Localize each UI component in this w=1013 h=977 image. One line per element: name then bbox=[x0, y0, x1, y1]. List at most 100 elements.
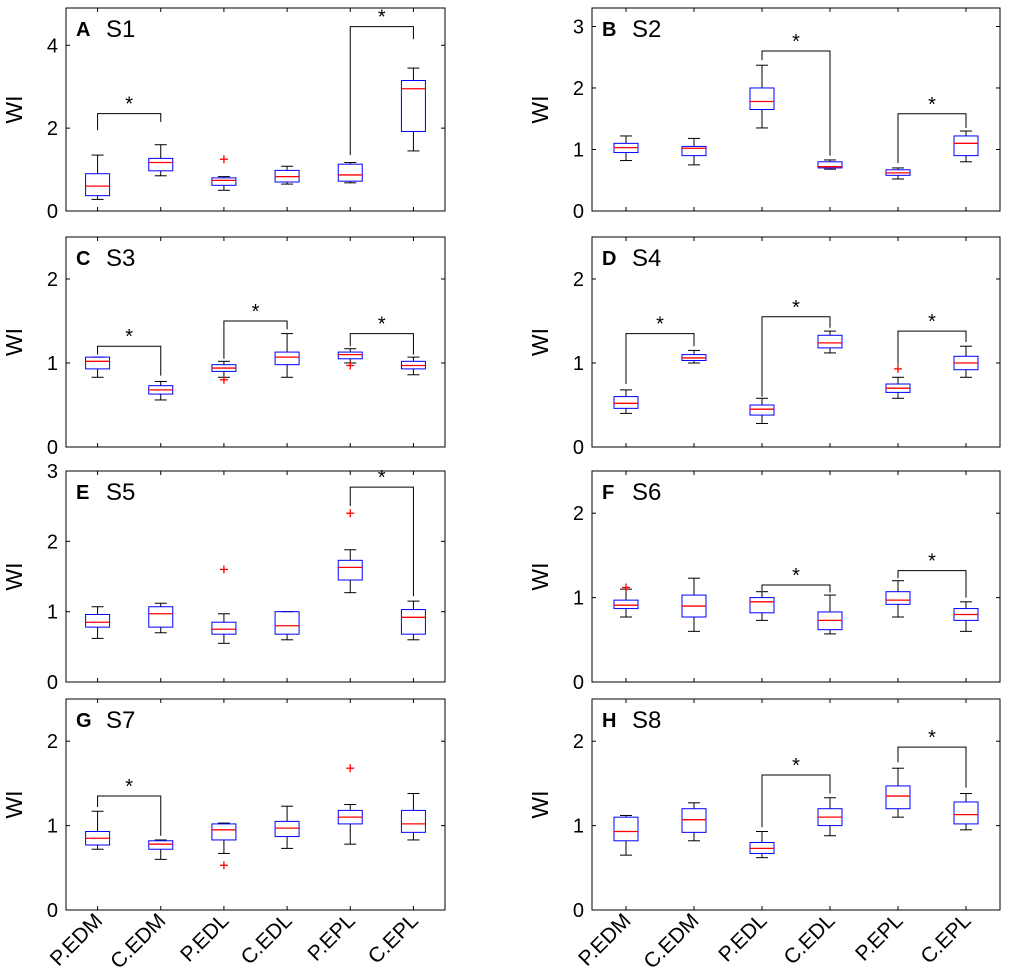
significance-bracket: * bbox=[761, 297, 831, 397]
bracket-line bbox=[349, 333, 414, 355]
iqr-box bbox=[274, 351, 300, 366]
x-tick-label: C.EDM bbox=[106, 909, 170, 973]
iqr-box bbox=[85, 613, 111, 628]
panel-a: 0 2 4 WI A S1 * * bbox=[1, 7, 446, 223]
significance-star: * bbox=[792, 565, 800, 587]
bracket-line bbox=[97, 795, 162, 836]
bracket-line bbox=[761, 584, 831, 593]
bracket-line bbox=[897, 570, 967, 598]
panel-f: 0 1 2 WI F S6 * * bbox=[527, 470, 1001, 694]
box-p-edl bbox=[211, 155, 237, 191]
significance-star: * bbox=[792, 31, 800, 53]
significance-bracket: * bbox=[349, 314, 414, 355]
bracket-line bbox=[349, 486, 414, 597]
box-c-edm bbox=[681, 802, 707, 842]
box-p-edl bbox=[749, 831, 775, 859]
bracket-line bbox=[897, 330, 967, 365]
box-p-edl bbox=[749, 64, 775, 129]
y-tick-label: 1 bbox=[573, 816, 584, 838]
bracket-line bbox=[761, 50, 831, 156]
y-tick-label: 1 bbox=[47, 816, 58, 838]
iqr-box bbox=[681, 145, 707, 157]
significance-bracket: * bbox=[349, 467, 414, 597]
box-c-edm bbox=[681, 577, 707, 632]
panel-title: S5 bbox=[106, 479, 135, 506]
iqr-box bbox=[885, 591, 911, 605]
panel-c: 0 1 2 WI C S3 * * * bbox=[1, 236, 446, 459]
box-p-edm bbox=[613, 583, 639, 618]
panel-letter: D bbox=[602, 248, 616, 270]
iqr-box bbox=[400, 609, 426, 635]
significance-bracket: * bbox=[625, 314, 695, 384]
iqr-box bbox=[211, 621, 237, 635]
significance-bracket: * bbox=[97, 94, 162, 131]
significance-bracket: * bbox=[97, 326, 162, 376]
box-p-edm bbox=[85, 154, 111, 200]
significance-star: * bbox=[125, 94, 133, 116]
significance-star: * bbox=[656, 314, 664, 336]
iqr-box bbox=[613, 816, 639, 842]
panel-letter: G bbox=[76, 710, 92, 732]
axes-frame bbox=[591, 236, 1001, 448]
axes-frame bbox=[65, 698, 446, 911]
significance-star: * bbox=[792, 755, 800, 777]
y-tick-label: 2 bbox=[47, 531, 58, 553]
box-c-edl bbox=[817, 159, 843, 170]
panel-letter: H bbox=[602, 710, 616, 732]
y-tick-label: 1 bbox=[573, 353, 584, 375]
box-p-edm bbox=[613, 814, 639, 856]
significance-star: * bbox=[928, 727, 936, 749]
box-c-edm bbox=[681, 137, 707, 166]
significance-star: * bbox=[252, 301, 260, 323]
box-c-edl bbox=[817, 797, 843, 837]
significance-bracket: * bbox=[223, 301, 288, 359]
box-c-epl bbox=[953, 130, 979, 163]
panel-title: S8 bbox=[632, 707, 661, 734]
iqr-box bbox=[953, 135, 979, 157]
y-tick-label: 2 bbox=[47, 118, 58, 140]
iqr-box bbox=[148, 840, 174, 850]
box-c-edl bbox=[274, 165, 300, 185]
significance-bracket: * bbox=[349, 7, 414, 156]
box-p-epl bbox=[885, 364, 911, 399]
bracket-line bbox=[897, 746, 967, 788]
box-c-edm bbox=[148, 380, 174, 401]
box-p-edl bbox=[749, 397, 775, 424]
y-tick-label: 3 bbox=[573, 16, 584, 38]
box-p-edm bbox=[85, 810, 111, 850]
iqr-box bbox=[749, 597, 775, 614]
iqr-box bbox=[211, 823, 237, 841]
iqr-box bbox=[85, 173, 111, 197]
outlier-marker bbox=[346, 764, 355, 773]
iqr-box bbox=[337, 351, 363, 360]
box-c-epl bbox=[953, 601, 979, 632]
significance-bracket: * bbox=[761, 755, 831, 828]
x-tick-label: C.EDM bbox=[639, 909, 703, 973]
iqr-box bbox=[211, 177, 237, 186]
panel-title: S7 bbox=[106, 707, 135, 734]
box-c-epl bbox=[400, 793, 426, 841]
significance-star: * bbox=[928, 94, 936, 116]
box-p-edl bbox=[211, 822, 237, 870]
y-tick-label: 2 bbox=[573, 269, 584, 291]
y-axis-label: WI bbox=[1, 328, 27, 356]
box-c-epl bbox=[953, 793, 979, 831]
panel-title: S3 bbox=[106, 245, 135, 272]
axes-frame bbox=[65, 7, 446, 212]
y-tick-label: 2 bbox=[47, 731, 58, 753]
iqr-box bbox=[148, 157, 174, 172]
iqr-box bbox=[337, 163, 363, 182]
x-tick-label: C.EPL bbox=[364, 909, 423, 968]
box-c-edl bbox=[274, 805, 300, 849]
iqr-box bbox=[85, 356, 111, 370]
significance-bracket: * bbox=[897, 94, 967, 164]
significance-star: * bbox=[125, 326, 133, 348]
box-p-edl bbox=[211, 565, 237, 644]
y-tick-label: 2 bbox=[573, 503, 584, 525]
y-tick-label: 1 bbox=[47, 602, 58, 624]
x-tick-label: C.EPL bbox=[916, 909, 975, 968]
panel-letter: F bbox=[602, 482, 614, 504]
y-tick-label: 0 bbox=[573, 900, 584, 922]
iqr-box bbox=[613, 599, 639, 610]
